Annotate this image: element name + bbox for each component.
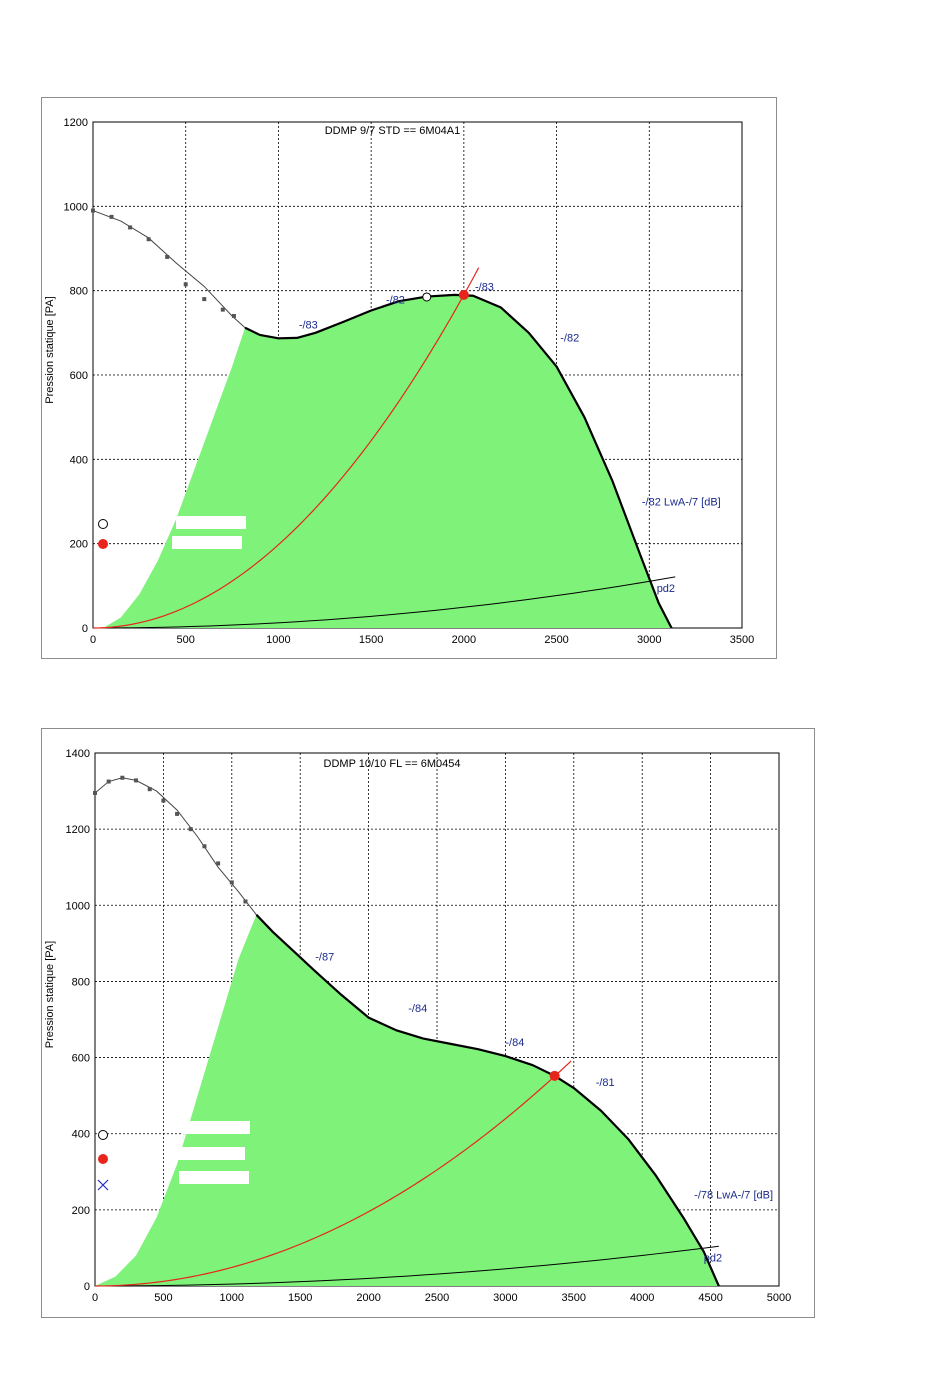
curve-point — [221, 308, 225, 312]
curve-point — [91, 209, 95, 213]
x-tick-label: 2000 — [452, 634, 476, 646]
x-tick-label: 3500 — [562, 1292, 586, 1304]
curve-annotation: -/82 — [560, 332, 579, 344]
fan-curve-chart-bottom: -/87 -/84 -/84 -/81 -/78 LwA-/7 [dB] pd2 0 500 1… — [42, 729, 816, 1319]
x-tick-label: 1500 — [288, 1292, 312, 1304]
operating-point — [459, 290, 469, 300]
legend-label-mask — [179, 1171, 249, 1184]
legend-label-mask — [182, 1121, 250, 1134]
x-tick-label: 3000 — [493, 1292, 517, 1304]
legend-label-mask — [172, 536, 242, 549]
x-tick-label: 2500 — [425, 1292, 449, 1304]
x-tick-label: 2000 — [356, 1292, 380, 1304]
curve-annotation: -/82 LwA-/7 [dB] — [642, 497, 721, 509]
curve-annotation: pd2 — [704, 1252, 722, 1264]
y-tick-label: 1400 — [66, 748, 90, 760]
x-tick-label: 2500 — [544, 634, 568, 646]
y-tick-label: 600 — [72, 1053, 90, 1065]
y-tick-label: 0 — [82, 623, 88, 635]
curve-point — [161, 799, 165, 803]
curve-point — [184, 282, 188, 286]
curve-point — [110, 215, 114, 219]
x-tick-label: 500 — [177, 634, 195, 646]
curve-point — [147, 237, 151, 241]
chart-title: DDMP 9/7 STD == 6M04A1 — [325, 125, 461, 137]
x-tick-label: 1000 — [266, 634, 290, 646]
y-tick-label: 1000 — [64, 201, 88, 213]
x-tick-label: 0 — [92, 1292, 98, 1304]
y-tick-label: 200 — [70, 539, 88, 551]
y-tick-label: 600 — [70, 370, 88, 382]
curve-point — [93, 791, 97, 795]
x-tick-label: 0 — [90, 634, 96, 646]
x-tick-label: 3000 — [637, 634, 661, 646]
legend-label-mask — [176, 516, 246, 529]
y-tick-label: 0 — [84, 1281, 90, 1293]
curve-annotation: -/84 — [408, 1003, 427, 1015]
fan-curve-chart-top: -/83 -/82 -/83 -/82 -/82 LwA-/7 [dB] pd2 0 500 1… — [42, 98, 778, 660]
curve-point — [202, 297, 206, 301]
legend-open-circle-icon — [99, 1131, 108, 1140]
y-tick-label: 400 — [70, 454, 88, 466]
curve-point — [128, 225, 132, 229]
curve-point — [216, 861, 220, 865]
curve-annotation: -/78 LwA-/7 [dB] — [694, 1189, 773, 1201]
x-tick-label: 1000 — [220, 1292, 244, 1304]
curve-point — [134, 778, 138, 782]
x-tick-label: 1500 — [359, 634, 383, 646]
y-axis-label: Pression statique [PA] — [44, 296, 56, 403]
y-axis-label: Pression statique [PA] — [44, 941, 56, 1048]
chart-panel-top: -/83 -/82 -/83 -/82 -/82 LwA-/7 [dB] pd2 0 500 1… — [41, 97, 777, 659]
y-tick-label: 1000 — [66, 900, 90, 912]
y-tick-label: 800 — [72, 976, 90, 988]
curve-annotation: -/87 — [315, 951, 334, 963]
curve-annotation: -/82 — [386, 294, 405, 306]
curve-annotation: -/83 — [475, 282, 494, 294]
curve-annotation: -/83 — [299, 320, 318, 332]
curve-point — [175, 812, 179, 816]
x-tick-label: 4500 — [698, 1292, 722, 1304]
legend-red-dot-icon — [98, 1154, 108, 1164]
curve-annotation: -/84 — [505, 1037, 524, 1049]
x-tick-label: 5000 — [767, 1292, 791, 1304]
y-tick-label: 800 — [70, 286, 88, 298]
curve-annotation: -/81 — [596, 1077, 615, 1089]
chart-panel-bottom: -/87 -/84 -/84 -/81 -/78 LwA-/7 [dB] pd2 0 500 1… — [41, 728, 815, 1318]
curve-point — [202, 844, 206, 848]
curve-point — [232, 314, 236, 318]
curve-point — [165, 255, 169, 259]
curve-point — [148, 787, 152, 791]
curve-point — [189, 827, 193, 831]
legend-label-mask — [177, 1147, 245, 1160]
x-tick-label: 4000 — [630, 1292, 654, 1304]
legend-open-circle-icon — [99, 520, 108, 529]
curve-point — [107, 780, 111, 784]
chart-title: DDMP 10/10 FL == 6M0454 — [324, 758, 461, 770]
curve-point — [230, 880, 234, 884]
selection-point — [423, 293, 431, 301]
y-tick-label: 200 — [72, 1205, 90, 1217]
x-tick-label: 500 — [154, 1292, 172, 1304]
curve-point — [120, 776, 124, 780]
y-tick-label: 1200 — [66, 824, 90, 836]
operating-point — [550, 1071, 560, 1081]
x-tick-label: 3500 — [730, 634, 754, 646]
legend-red-dot-icon — [98, 539, 108, 549]
y-tick-label: 1200 — [64, 117, 88, 129]
y-tick-label: 400 — [72, 1129, 90, 1141]
curve-point — [243, 899, 247, 903]
curve-annotation: pd2 — [657, 583, 675, 595]
